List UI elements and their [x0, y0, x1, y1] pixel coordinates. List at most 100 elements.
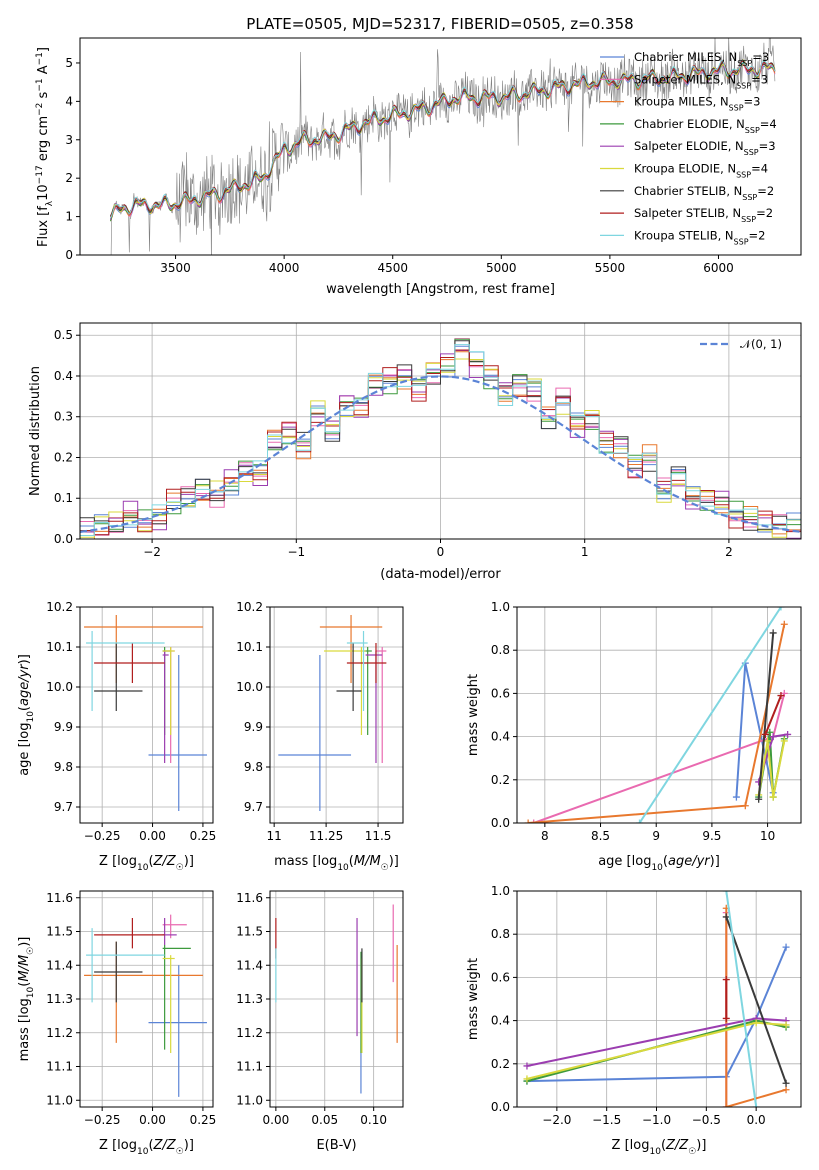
error-bar-point: [319, 615, 383, 683]
residuals-plot: [80, 338, 801, 539]
x-axis-label: (data-model)/error: [380, 567, 501, 582]
legend-label: 𝒩(0, 1): [740, 337, 782, 351]
weight-marker: [780, 737, 788, 745]
legend-label: Chabrier STELIB, NSSP=2: [634, 184, 774, 202]
x-tick-label: 6000: [703, 261, 734, 275]
weight-marker: [782, 1086, 790, 1094]
x-axis-label: wavelength [Angstrom, rest frame]: [326, 282, 555, 297]
mass-age-frame: [269, 606, 404, 824]
error-bar-point: [375, 647, 387, 763]
y-tick-label: 1.0: [491, 884, 510, 898]
y-tick-label: 0.2: [491, 773, 510, 787]
y-tick-label: 0.1: [54, 491, 73, 505]
weight-marker: [722, 913, 730, 921]
y-tick-label: 10.0: [236, 680, 263, 694]
y-tick-label: 10.1: [236, 640, 263, 654]
x-tick-label: −1.5: [592, 1113, 621, 1127]
y-tick-label: 0.6: [491, 970, 510, 984]
y-tick-label: 11.3: [236, 992, 263, 1006]
error-bar-point: [86, 928, 165, 1003]
y-tick-label: 11.5: [46, 925, 73, 939]
y-tick-label: 1: [65, 210, 73, 224]
y-axis-label: Flux [fλ10−17 erg cm−2 s−1 A−1]: [35, 47, 55, 247]
spectrum-frame: [79, 37, 802, 256]
weight-line: [764, 695, 782, 735]
x-tick-label: 8.5: [591, 829, 610, 843]
y-tick-label: 2: [65, 171, 73, 185]
y-axis-label: mass weight: [466, 958, 481, 1040]
weight-marker: [752, 1103, 760, 1107]
y-tick-label: 11.5: [236, 925, 263, 939]
age-weight-frame: [516, 606, 802, 824]
mass-age-axes: 11 11.25 11.5 9.7 9.8 9.9 10.0 10.1 10.2: [236, 600, 403, 843]
residual-histogram: [80, 344, 801, 536]
y-axis-label: Normed distribution: [28, 366, 43, 496]
Z-mass-axes: −0.25 0.00 0.25 11.0 11.1 11.2 11.3 11.4 11.5 11.…: [46, 891, 216, 1127]
weight-marker: [777, 692, 785, 700]
weight-marker: [755, 795, 763, 803]
x-tick-label: 1: [581, 545, 589, 559]
x-axis-label: Z [log10(Z/Z☉)]: [99, 854, 194, 873]
x-axis-label: Z [log10(Z/Z☉)]: [612, 1138, 707, 1157]
x-tick-label: 9: [652, 829, 660, 843]
x-axis-label: E(B-V): [316, 1138, 356, 1153]
Z-age-axes: −0.25 0.00 0.25 9.7 9.8 9.9 10.0 10.1 10.2: [46, 600, 216, 843]
x-tick-label: 0: [437, 545, 445, 559]
y-tick-label: 10.2: [236, 600, 263, 614]
residual-legend: 𝒩(0, 1): [700, 337, 782, 351]
y-tick-label: 9.8: [54, 760, 73, 774]
error-bar-point: [278, 655, 352, 811]
error-bar-point: [86, 631, 165, 711]
figure-title: PLATE=0505, MJD=52317, FIBERID=0505, z=0…: [246, 15, 633, 33]
weight-marker: [530, 819, 538, 823]
weight-marker: [722, 1103, 730, 1107]
y-tick-label: 9.9: [54, 720, 73, 734]
error-bar-point: [162, 651, 169, 763]
age-weight-axes: 8 8.5 9 9.5 10 0.0 0.2 0.4 0.6 0.8 1.0: [491, 600, 801, 843]
error-bar-point: [94, 918, 165, 949]
model-spectrum-line: [110, 60, 776, 218]
x-tick-label: 0.0: [747, 1113, 766, 1127]
weight-line: [725, 916, 788, 1084]
weight-marker: [782, 943, 790, 951]
error-bar-point: [162, 918, 177, 945]
weight-marker: [636, 819, 644, 823]
weight-line: [638, 607, 782, 823]
error-bar-point: [346, 631, 368, 711]
residual-histogram: [80, 349, 801, 536]
legend-label: Chabrier ELODIE, NSSP=4: [634, 117, 777, 134]
weight-marker: [769, 793, 777, 801]
weight-marker: [764, 737, 772, 745]
Z-weight-plot: [523, 891, 790, 1107]
y-tick-label: 0.6: [491, 686, 510, 700]
y-tick-label: 11.3: [46, 992, 73, 1006]
error-bar-point: [162, 945, 191, 1050]
weight-series: [755, 629, 777, 803]
weight-line: [526, 946, 788, 1083]
legend-label: Kroupa STELIB, NSSP=2: [634, 228, 765, 246]
y-tick-label: 0.2: [54, 450, 73, 464]
error-bar-point: [346, 643, 387, 683]
ebv-mass-axes: 0.00 0.05 0.10 11.0 11.1 11.2 11.3 11.4 11.5 11.6: [236, 891, 403, 1127]
model-spectrum-line: [109, 60, 776, 219]
x-tick-label: 0.25: [190, 829, 217, 843]
spectrum-axes: 3500 4000 4500 5000 5500 6000 0 1 2 3 4 5: [65, 56, 733, 275]
y-tick-label: 10.2: [46, 600, 73, 614]
x-tick-label: 0.00: [263, 1113, 290, 1127]
y-tick-label: 10.1: [46, 640, 73, 654]
y-tick-label: 11.4: [46, 958, 73, 972]
weight-series: [761, 692, 785, 738]
Z-age-plot: [84, 615, 207, 811]
error-bar-point: [162, 647, 175, 735]
x-tick-label: 9.5: [702, 829, 721, 843]
weight-marker: [741, 802, 749, 810]
y-tick-label: 1.0: [491, 600, 510, 614]
x-axis-label: Z [log10(Z/Z☉)]: [99, 1138, 194, 1157]
y-tick-label: 11.6: [46, 891, 73, 905]
Z-weight-frame: [516, 890, 802, 1108]
weight-marker: [777, 607, 785, 611]
y-tick-label: 0.0: [54, 532, 73, 546]
weight-marker: [761, 730, 769, 738]
y-tick-label: 11.1: [46, 1060, 73, 1074]
